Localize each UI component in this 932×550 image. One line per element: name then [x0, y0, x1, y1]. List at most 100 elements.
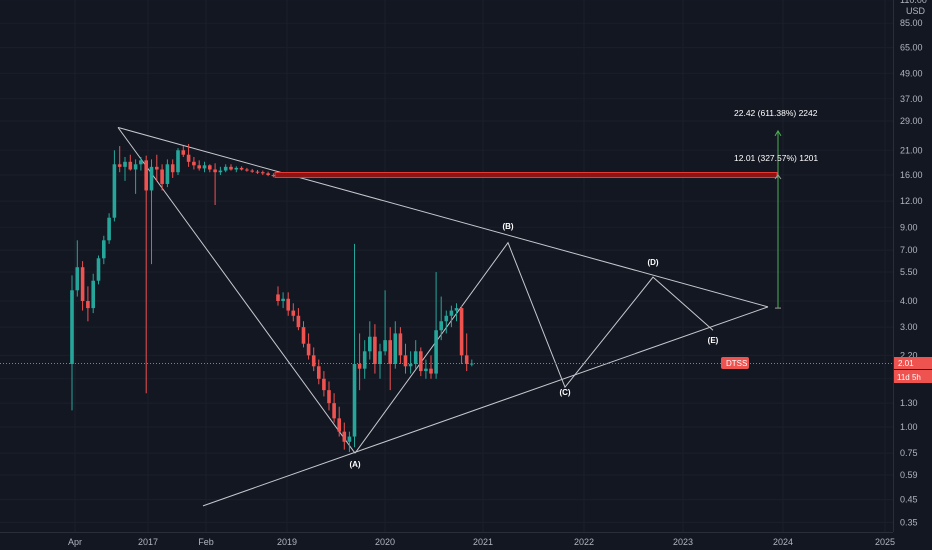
- candle-body: [202, 165, 207, 169]
- price-tick-label: 37.00: [900, 94, 923, 104]
- price-tick-label: 110.00: [900, 0, 927, 5]
- last-price-label: 2.01: [898, 359, 914, 368]
- time-tick-label: 2020: [375, 537, 395, 547]
- candle-body: [393, 333, 398, 364]
- lower-trendline: [202, 306, 769, 507]
- candle-body: [311, 355, 316, 367]
- candle: [276, 286, 280, 306]
- candle: [128, 154, 133, 171]
- price-tick-label: 21.00: [900, 145, 923, 155]
- drop-trendline: [117, 127, 356, 454]
- time-axis[interactable]: Apr 2017 Feb 2019 2020 2021 2022 2023 2024 2025: [68, 537, 895, 547]
- candle-body: [250, 170, 254, 172]
- time-tick-label: 2022: [574, 537, 594, 547]
- price-tick-label: 7.00: [900, 245, 918, 255]
- candle: [271, 173, 276, 178]
- candle: [296, 308, 301, 331]
- candle-body: [459, 308, 464, 356]
- candle: [286, 292, 290, 316]
- candle-body: [149, 166, 154, 191]
- candle-body: [117, 164, 122, 167]
- candle: [419, 347, 423, 377]
- candle-body: [197, 165, 201, 169]
- candle-body: [107, 217, 111, 241]
- candle: [186, 144, 191, 167]
- measure-label-1: 12.01 (327.57%) 1201: [734, 153, 818, 163]
- candle: [234, 166, 239, 173]
- candle-body: [155, 166, 159, 170]
- candle: [393, 321, 398, 369]
- candle-body: [296, 315, 301, 328]
- price-tick-label: 49.00: [900, 68, 923, 78]
- candle-body: [408, 364, 413, 367]
- candle: [149, 159, 154, 265]
- time-tick-label: Feb: [198, 537, 214, 547]
- wave-label: (C): [559, 388, 570, 397]
- price-tick-label: 5.50: [900, 267, 918, 277]
- candle: [133, 159, 138, 194]
- candle: [454, 303, 459, 322]
- candle: [464, 333, 469, 372]
- candle-body: [91, 280, 95, 309]
- candle-body: [373, 336, 377, 364]
- candle: [306, 333, 311, 360]
- candle: [444, 310, 449, 334]
- candle: [459, 305, 464, 364]
- price-axis[interactable]: USD 110.00 85.00 65.00 49.00 37.00 29.00 21.00…: [900, 0, 927, 527]
- candle-body: [342, 431, 347, 442]
- symbol-label: DTSS: [726, 359, 747, 368]
- candle: [434, 272, 438, 379]
- candle-body: [306, 343, 311, 356]
- candle-body: [368, 336, 372, 352]
- candle: [352, 243, 357, 448]
- candle-body: [186, 154, 191, 162]
- candle: [449, 305, 454, 328]
- price-tick-label: 1.00: [900, 422, 918, 432]
- upper-trendline: [117, 126, 769, 308]
- time-tick-label: Apr: [68, 537, 82, 547]
- candle: [112, 150, 117, 222]
- candle-body: [454, 308, 459, 311]
- candle: [229, 164, 233, 171]
- candle-body: [347, 436, 352, 442]
- candles: [70, 144, 474, 452]
- candle-body: [266, 173, 270, 175]
- candle: [155, 154, 159, 181]
- candle-body: [357, 364, 362, 369]
- candle-body: [139, 160, 143, 165]
- candle-body: [378, 351, 382, 364]
- candle: [439, 296, 443, 341]
- candle: [332, 393, 336, 423]
- price-tick-label: 4.00: [900, 296, 918, 306]
- price-tick-label: 0.35: [900, 517, 918, 527]
- candle: [281, 292, 285, 309]
- candle-body: [192, 161, 196, 166]
- price-tick-label: 16.00: [900, 170, 923, 180]
- candle-body: [123, 161, 127, 167]
- wave-label: (D): [647, 258, 658, 267]
- wave-label: (A): [349, 460, 360, 469]
- price-tick-label: 65.00: [900, 43, 923, 53]
- candle: [373, 324, 377, 374]
- candle-body: [286, 298, 290, 311]
- candle: [91, 273, 95, 314]
- currency-label: USD: [906, 6, 926, 16]
- price-tick-label: 0.75: [900, 448, 918, 458]
- candle-body: [80, 267, 85, 301]
- candle: [144, 155, 148, 394]
- candle: [239, 166, 244, 171]
- candle: [96, 255, 101, 285]
- candle-body: [332, 403, 336, 419]
- candle-body: [128, 161, 133, 170]
- candle-body: [419, 351, 423, 372]
- candle-body: [301, 327, 306, 344]
- measure-label-2: 22.42 (611.38%) 2242: [734, 108, 818, 118]
- candle-body: [208, 165, 212, 170]
- candle: [383, 290, 387, 356]
- time-tick-label: 2017: [138, 537, 158, 547]
- price-tick-label: 29.00: [900, 116, 923, 126]
- countdown-label: 11d 5h: [897, 373, 921, 382]
- candle: [160, 164, 164, 191]
- candle: [139, 157, 143, 171]
